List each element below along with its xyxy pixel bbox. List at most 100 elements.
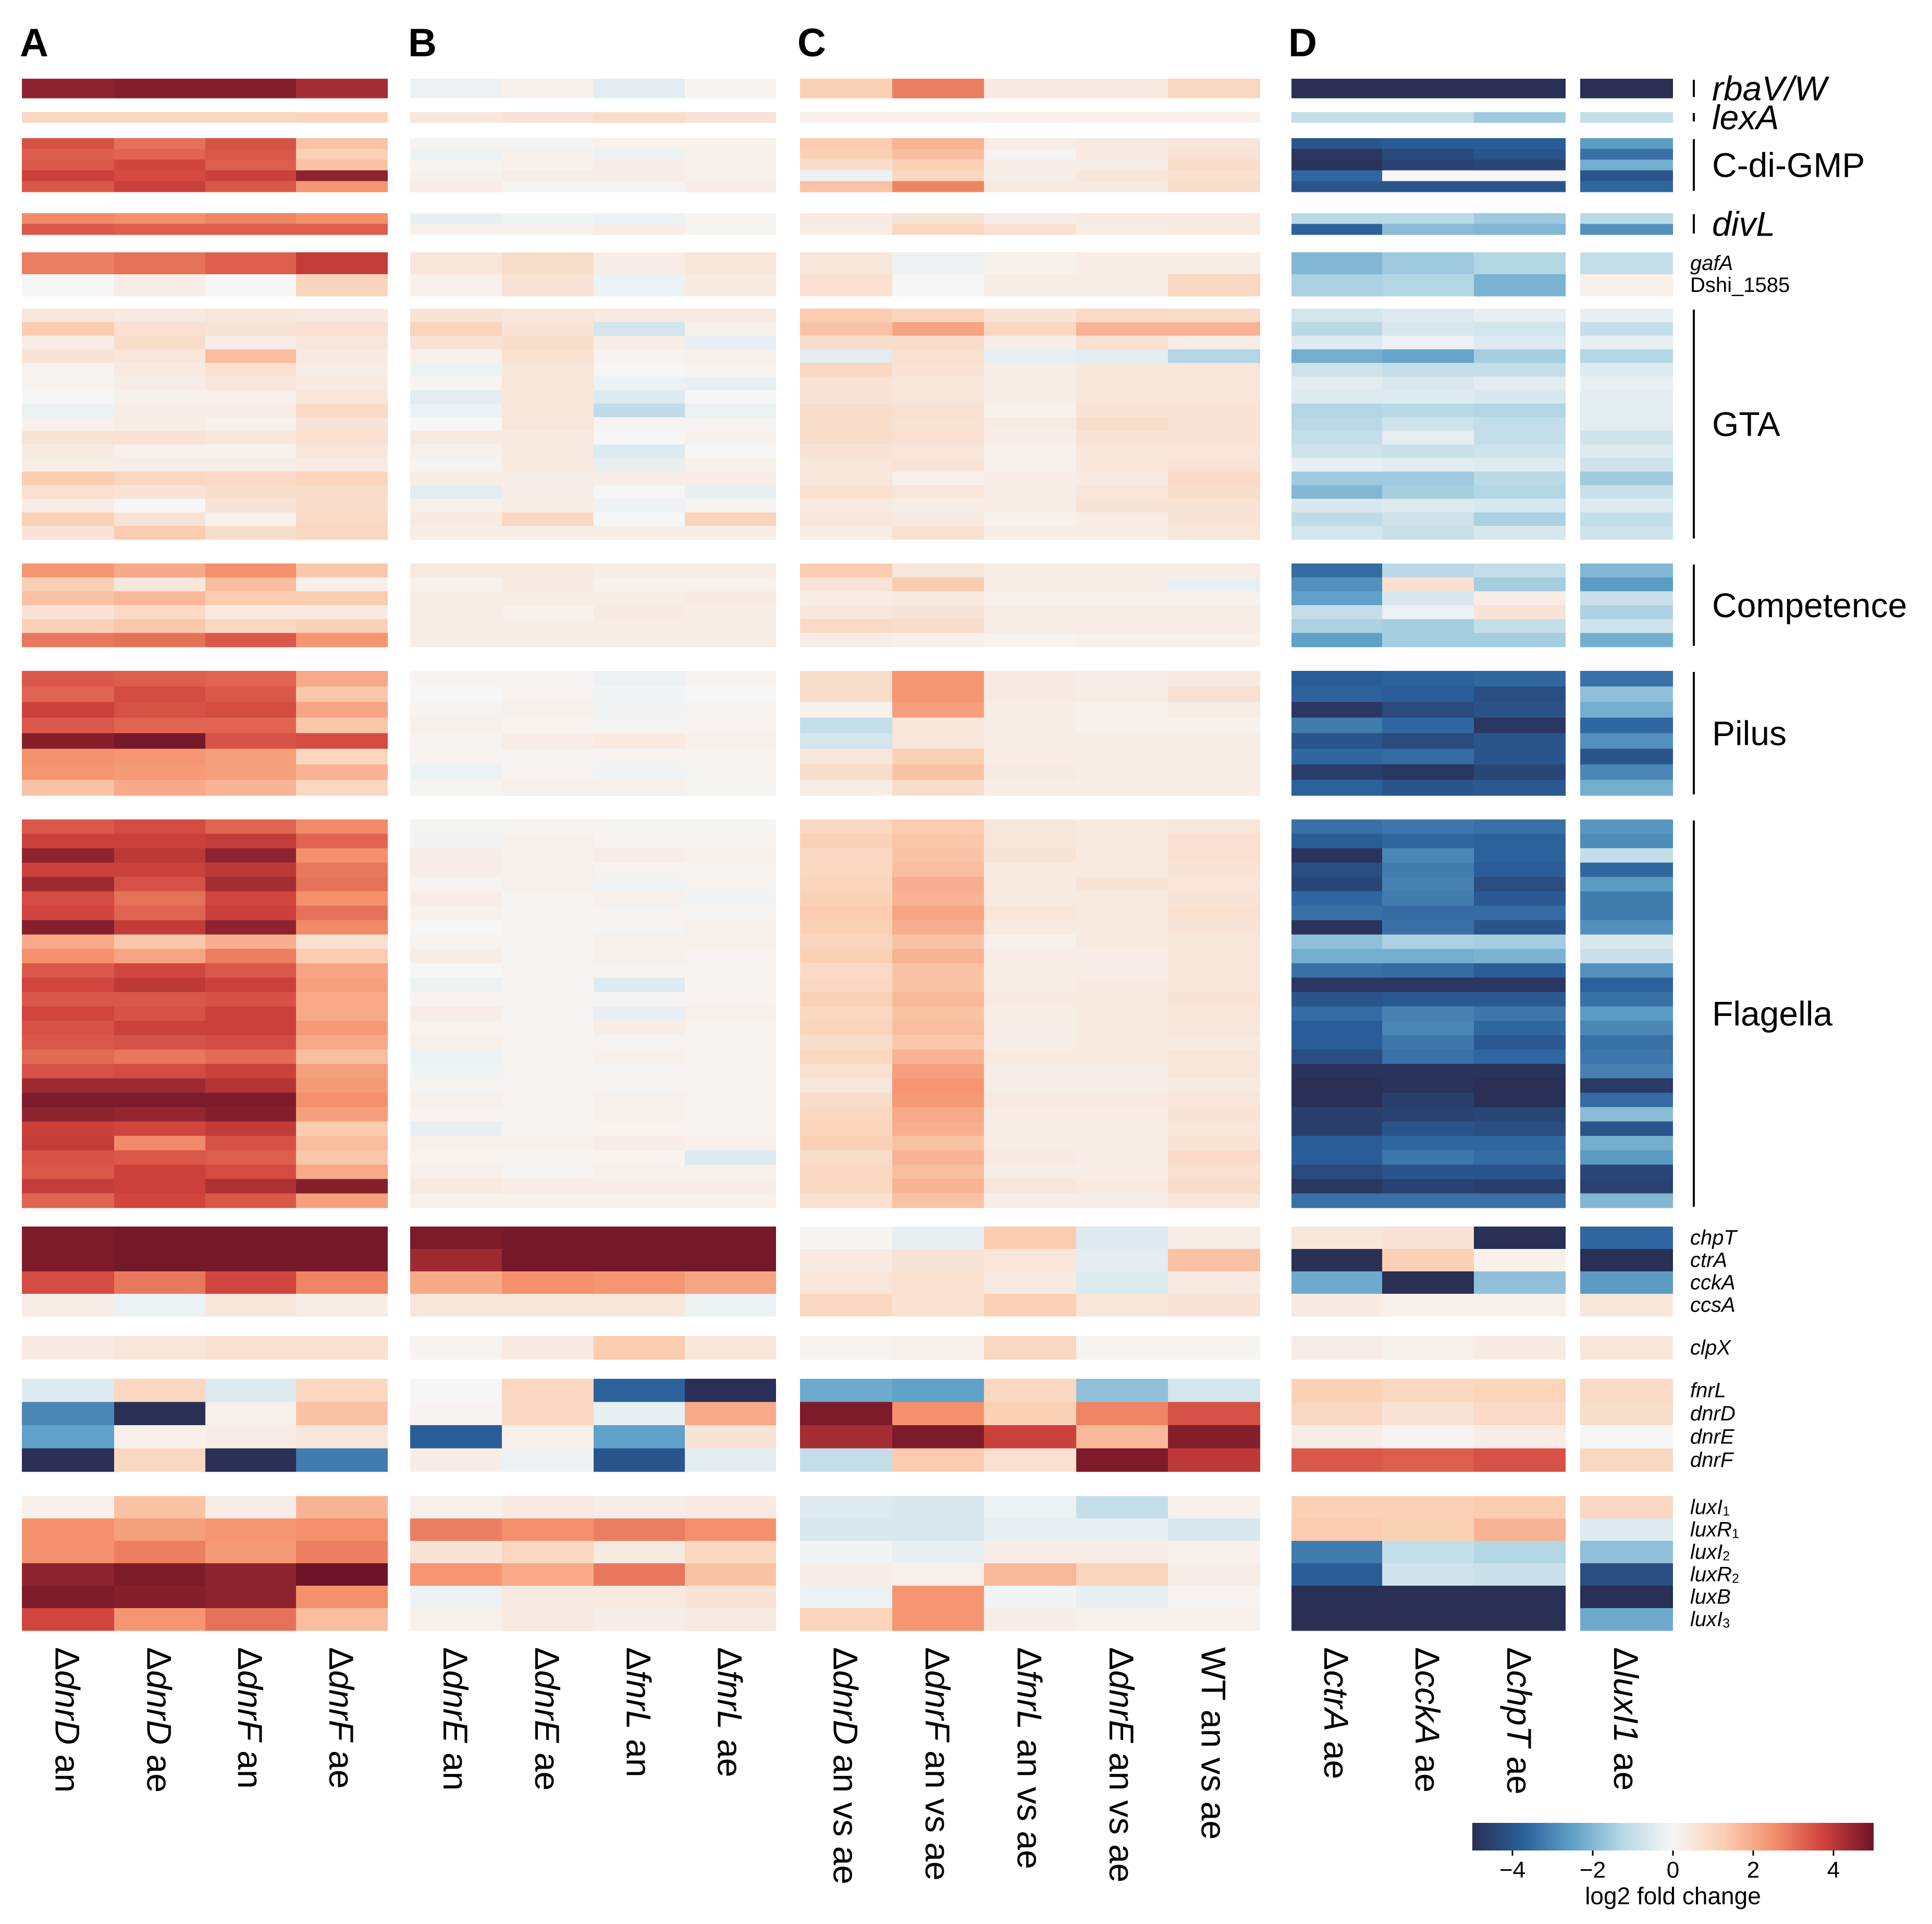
heatmap-cell bbox=[1474, 671, 1566, 687]
heatmap-cell bbox=[205, 1249, 296, 1272]
heatmap-cell bbox=[114, 309, 205, 323]
heatmap-cell bbox=[114, 1035, 205, 1050]
heatmap-cell bbox=[410, 1165, 502, 1180]
heatmap-cell bbox=[1382, 1107, 1474, 1122]
heatmap-cell bbox=[1291, 79, 1382, 99]
heatmap-cell bbox=[502, 79, 594, 99]
heatmap-cell bbox=[205, 309, 296, 323]
heatmap-cell bbox=[984, 390, 1076, 405]
heatmap-cell bbox=[410, 390, 502, 405]
heatmap-cell bbox=[1076, 471, 1168, 486]
heatmap-cell bbox=[114, 819, 205, 835]
heatmap-cell bbox=[800, 149, 892, 160]
heatmap-cell bbox=[984, 702, 1076, 718]
heatmap-cell bbox=[594, 1121, 685, 1136]
heatmap-cell bbox=[1382, 764, 1474, 780]
heatmap-cell bbox=[1382, 992, 1474, 1007]
heatmap-cell bbox=[800, 1136, 892, 1151]
heatmap-cell bbox=[594, 417, 685, 432]
heatmap-cell bbox=[22, 1541, 114, 1564]
heatmap-cell bbox=[594, 1586, 685, 1609]
heatmap-cell bbox=[1291, 819, 1382, 835]
heatmap-cell bbox=[892, 819, 984, 835]
heatmap-cell bbox=[22, 1006, 114, 1021]
heatmap-cell bbox=[685, 1006, 776, 1021]
heatmap-cell bbox=[114, 619, 205, 633]
heatmap-cell bbox=[296, 619, 388, 633]
heatmap-cell bbox=[984, 363, 1076, 377]
heatmap-cell bbox=[594, 577, 685, 592]
heatmap-cell bbox=[892, 1541, 984, 1564]
heatmap-cell bbox=[685, 619, 776, 633]
heatmap-cell bbox=[1474, 485, 1566, 499]
heatmap-cell bbox=[1580, 274, 1673, 297]
heatmap-cell bbox=[114, 1608, 205, 1631]
heatmap-cell bbox=[594, 149, 685, 160]
heatmap-cell bbox=[1474, 780, 1566, 796]
heatmap-cell bbox=[1168, 1608, 1260, 1631]
heatmap-cell bbox=[114, 79, 205, 99]
heatmap-cell bbox=[1580, 619, 1673, 633]
heatmap-cell bbox=[685, 112, 776, 123]
heatmap-cell bbox=[594, 1608, 685, 1631]
heatmap-cell bbox=[205, 686, 296, 703]
column-label-c-2: ΔdnrF an vs ae bbox=[918, 1647, 957, 1881]
heatmap-cell bbox=[1580, 336, 1673, 350]
gene-label: luxB bbox=[1690, 1586, 1731, 1609]
heatmap-cell bbox=[205, 224, 296, 235]
heatmap-cell bbox=[1291, 949, 1382, 964]
heatmap-cell bbox=[502, 1496, 594, 1519]
heatmap-cell bbox=[594, 309, 685, 323]
heatmap-cell bbox=[1076, 252, 1168, 275]
heatmap-cell bbox=[892, 749, 984, 765]
heatmap-cell bbox=[800, 1425, 892, 1449]
heatmap-cell bbox=[410, 138, 502, 150]
heatmap-cell bbox=[800, 1049, 892, 1064]
heatmap-cell bbox=[892, 834, 984, 849]
heatmap-cell bbox=[22, 160, 114, 171]
heatmap-cell bbox=[1291, 686, 1382, 703]
heatmap-cell bbox=[1291, 170, 1382, 181]
heatmap-cell bbox=[984, 877, 1076, 892]
heatmap-cell bbox=[114, 1448, 205, 1472]
heatmap-cell bbox=[410, 717, 502, 734]
heatmap-cell bbox=[114, 1078, 205, 1093]
heatmap-cell bbox=[205, 862, 296, 877]
heatmap-cell bbox=[685, 1496, 776, 1519]
heatmap-cell bbox=[1580, 848, 1673, 863]
heatmap-cell bbox=[685, 349, 776, 363]
heatmap-cell bbox=[205, 336, 296, 350]
heatmap-cell bbox=[685, 1049, 776, 1064]
heatmap-cell bbox=[1580, 309, 1673, 323]
heatmap-cell bbox=[296, 181, 388, 192]
heatmap-cell bbox=[594, 1165, 685, 1180]
heatmap-cell bbox=[502, 485, 594, 499]
heatmap-cell bbox=[892, 1563, 984, 1586]
heatmap-cell bbox=[1580, 1006, 1673, 1021]
heatmap-cell bbox=[114, 1379, 205, 1403]
heatmap-cell bbox=[296, 1518, 388, 1541]
heatmap-cell bbox=[1076, 160, 1168, 171]
heatmap-cell bbox=[410, 349, 502, 363]
heatmap-cell bbox=[685, 1425, 776, 1449]
heatmap-cell bbox=[296, 834, 388, 849]
heatmap-cell bbox=[410, 274, 502, 297]
heatmap-cell bbox=[22, 170, 114, 181]
heatmap-cell bbox=[594, 1402, 685, 1426]
heatmap-cell bbox=[1382, 1136, 1474, 1151]
heatmap-cell bbox=[892, 79, 984, 99]
heatmap-cell bbox=[594, 322, 685, 336]
heatmap-cell bbox=[892, 1078, 984, 1093]
heatmap-cell bbox=[1291, 834, 1382, 849]
heatmap-cell bbox=[114, 1093, 205, 1108]
heatmap-cell bbox=[594, 170, 685, 181]
heatmap-cell bbox=[1580, 1518, 1673, 1541]
heatmap-cell bbox=[1580, 160, 1673, 171]
heatmap-cell bbox=[685, 525, 776, 540]
heatmap-cell bbox=[114, 112, 205, 123]
heatmap-cell bbox=[1382, 224, 1474, 235]
heatmap-cell bbox=[1474, 431, 1566, 445]
heatmap-cell bbox=[1382, 458, 1474, 472]
heatmap-cell bbox=[502, 977, 594, 992]
